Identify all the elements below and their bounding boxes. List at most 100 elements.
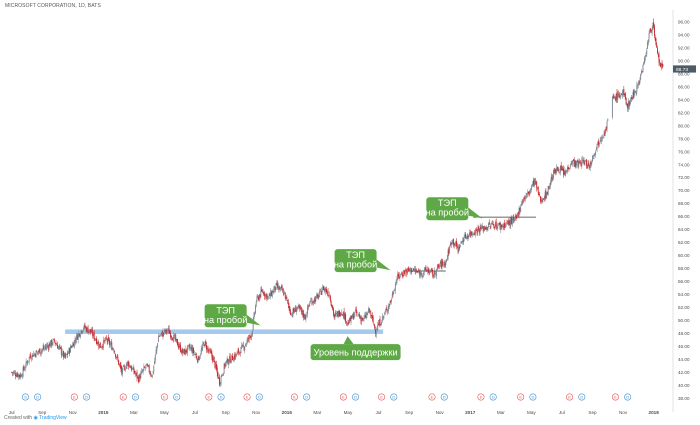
earnings-marker[interactable]: E (428, 393, 436, 401)
event-marker-circle[interactable] (378, 393, 386, 401)
candle-body (94, 338, 96, 340)
candle-body (168, 328, 170, 334)
candle-body (326, 292, 328, 294)
x-tick-label: Nov (436, 410, 445, 415)
candle-body (118, 364, 120, 365)
earnings-marker[interactable]: E (70, 393, 78, 401)
event-marker-circle[interactable] (119, 393, 127, 401)
event-marker-circle[interactable] (34, 393, 42, 401)
candle-body (410, 268, 412, 273)
candle-body (61, 354, 63, 356)
event-marker-circle[interactable] (624, 393, 632, 401)
candle-body (194, 354, 196, 356)
earnings-marker[interactable]: E (566, 393, 574, 401)
candle-body (592, 156, 593, 162)
event-marker-circle[interactable] (529, 393, 537, 401)
event-marker-circle[interactable] (440, 393, 448, 401)
dividend-marker[interactable]: D (34, 393, 42, 401)
callout-pointer (468, 207, 483, 219)
event-marker-circle[interactable] (255, 393, 263, 401)
candle-body (607, 118, 609, 121)
dividend-marker[interactable]: D (173, 393, 181, 401)
candle-body (300, 307, 301, 309)
candle-body (160, 333, 162, 335)
event-marker-circle[interactable] (243, 393, 251, 401)
candle-body (294, 307, 296, 312)
candle-body (627, 103, 629, 109)
event-marker-circle[interactable] (205, 393, 213, 401)
candle-body (595, 151, 597, 156)
earnings-marker[interactable]: E (205, 393, 213, 401)
candle-body (286, 297, 288, 300)
candle-body (323, 288, 325, 292)
dividend-marker[interactable]: D (217, 393, 225, 401)
dividend-marker[interactable]: D (303, 393, 311, 401)
dividend-marker[interactable]: D (255, 393, 263, 401)
earnings-marker[interactable]: E (243, 393, 251, 401)
candle-body (99, 343, 100, 349)
event-marker-circle[interactable] (83, 393, 91, 401)
event-marker-circle[interactable] (217, 393, 225, 401)
candle-body (21, 375, 23, 377)
dividend-marker[interactable]: D (83, 393, 91, 401)
candle-body (209, 350, 211, 352)
y-tick-label: 60.00 (678, 253, 690, 258)
event-marker-circle[interactable] (611, 393, 619, 401)
event-marker-label: D (580, 395, 583, 400)
event-marker-circle[interactable] (21, 393, 29, 401)
event-marker-circle[interactable] (290, 393, 298, 401)
event-marker-label: E (519, 395, 522, 400)
candle-body (100, 347, 102, 348)
event-marker-circle[interactable] (70, 393, 78, 401)
dividend-marker[interactable]: D (390, 393, 398, 401)
candle-body (653, 25, 655, 36)
candle-body (535, 182, 537, 184)
event-marker-circle[interactable] (303, 393, 311, 401)
event-marker-circle[interactable] (578, 393, 586, 401)
event-marker-circle[interactable] (489, 393, 497, 401)
candle-body (181, 348, 183, 353)
candle-body (290, 311, 292, 316)
event-marker-circle[interactable] (161, 393, 169, 401)
earnings-marker[interactable]: E (290, 393, 298, 401)
event-marker-label: D (354, 395, 357, 400)
earnings-marker[interactable]: E (378, 393, 386, 401)
dividend-marker[interactable]: S (21, 393, 29, 401)
dividend-marker[interactable]: D (131, 393, 139, 401)
candle-body (534, 178, 536, 184)
event-marker-circle[interactable] (477, 393, 485, 401)
earnings-marker[interactable]: E (611, 393, 619, 401)
dividend-marker[interactable]: D (352, 393, 360, 401)
event-marker-circle[interactable] (131, 393, 139, 401)
event-marker-circle[interactable] (173, 393, 181, 401)
earnings-marker[interactable]: E (119, 393, 127, 401)
event-marker-circle[interactable] (566, 393, 574, 401)
event-marker-label: D (36, 395, 39, 400)
candle-body (304, 314, 306, 320)
candle-body (155, 349, 157, 354)
candle-body (274, 285, 276, 291)
candle-body (36, 351, 38, 353)
candle-body (133, 368, 135, 373)
dividend-marker[interactable]: D (578, 393, 586, 401)
earnings-marker[interactable]: E (477, 393, 485, 401)
candle-body (510, 219, 512, 227)
event-marker-circle[interactable] (352, 393, 360, 401)
candle-body (62, 351, 64, 355)
candle-body (268, 294, 270, 297)
event-marker-circle[interactable] (390, 393, 398, 401)
event-marker-circle[interactable] (517, 393, 525, 401)
candle-body (644, 56, 646, 60)
candle-body (362, 317, 363, 321)
dividend-marker[interactable]: D (489, 393, 497, 401)
event-marker-circle[interactable] (428, 393, 436, 401)
candle-body (182, 350, 184, 354)
event-marker-circle[interactable] (339, 393, 347, 401)
dividend-marker[interactable]: D (440, 393, 448, 401)
dividend-marker[interactable]: D (624, 393, 632, 401)
earnings-marker[interactable]: E (161, 393, 169, 401)
dividend-marker[interactable]: D (529, 393, 537, 401)
earnings-marker[interactable]: E (517, 393, 525, 401)
earnings-marker[interactable]: E (339, 393, 347, 401)
